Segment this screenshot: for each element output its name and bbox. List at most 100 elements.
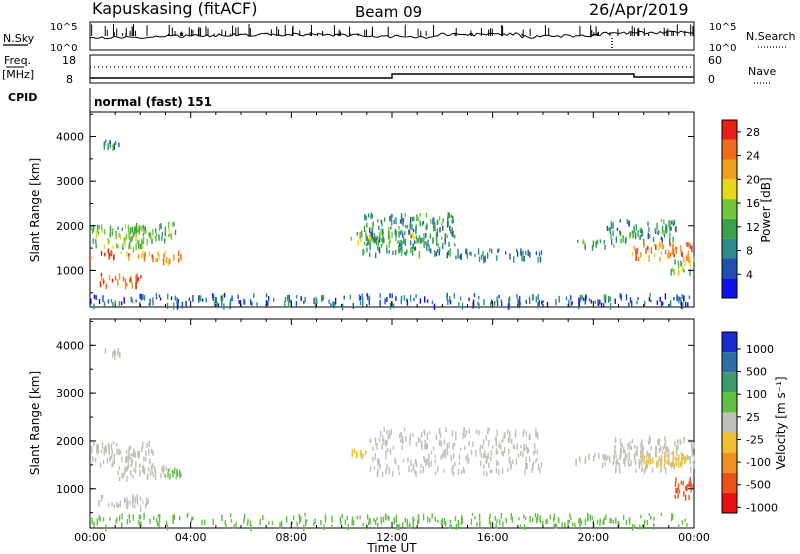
velocity-cell: [511, 516, 513, 523]
velocity-cell: [164, 473, 166, 478]
power-cell: [581, 294, 583, 300]
power-cell: [669, 224, 671, 232]
velocity-cell: [465, 430, 468, 435]
velocity-cell: [126, 475, 128, 482]
power-cell: [162, 258, 165, 266]
colorbar-tick-label: 500: [746, 366, 767, 379]
power-cell: [494, 301, 496, 306]
power-cell: [682, 302, 684, 309]
velocity-cell: [91, 517, 93, 525]
velocity-cell: [169, 473, 171, 480]
power-cell: [442, 242, 444, 250]
velocity-cell: [531, 517, 534, 523]
power-cell: [681, 266, 684, 272]
velocity-cell: [492, 445, 494, 449]
power-cell: [152, 297, 154, 302]
power-cell: [373, 232, 375, 239]
velocity-cell: [168, 468, 170, 472]
power-cell: [164, 250, 166, 256]
power-cell: [139, 225, 141, 231]
velocity-cell: [142, 500, 144, 504]
power-cell: [498, 295, 500, 299]
velocity-cell: [362, 454, 365, 458]
velocity-region: [674, 476, 694, 501]
power-cell: [110, 299, 113, 303]
power-cell: [691, 245, 693, 253]
velocity-cell: [423, 429, 425, 434]
velocity-cell: [107, 442, 110, 448]
velocity-cell: [671, 513, 673, 518]
power-cell: [582, 241, 584, 244]
power-cell: [124, 241, 126, 247]
power-cell: [411, 224, 413, 231]
power-cell: [477, 301, 479, 306]
velocity-cell: [649, 436, 651, 444]
power-cell: [671, 250, 673, 255]
power-cell: [395, 296, 397, 301]
power-cell: [591, 245, 594, 251]
power-cell: [676, 297, 678, 302]
velocity-cell: [268, 521, 270, 525]
velocity-cell: [131, 459, 134, 465]
power-cell: [136, 273, 138, 278]
velocity-cell: [125, 467, 127, 471]
power-cell: [546, 301, 549, 308]
power-colorbar-label: Power [dB]: [759, 177, 773, 242]
power-cell: [371, 214, 374, 219]
velocity-cell: [503, 447, 506, 453]
velocity-cell: [494, 516, 496, 521]
power-cell: [538, 251, 541, 257]
power-cell: [267, 300, 269, 306]
power-cell: [398, 231, 400, 238]
velocity-cell: [497, 461, 499, 466]
velocity-cell: [463, 427, 466, 433]
velocity-cell: [130, 457, 132, 463]
velocity-cell: [479, 447, 481, 454]
power-cell: [362, 249, 364, 256]
power-cell: [381, 222, 383, 227]
colorbar-tick-label: 24: [746, 150, 760, 163]
power-cell: [388, 250, 390, 254]
velocity-cell: [102, 495, 104, 499]
velocity-cell: [620, 442, 622, 447]
velocity-cell: [107, 503, 110, 507]
power-cell: [578, 303, 580, 310]
power-cell: [155, 237, 157, 242]
power-cell: [675, 226, 677, 233]
velocity-cell: [138, 519, 140, 525]
power-cell: [135, 235, 137, 242]
velocity-cell: [99, 462, 102, 469]
velocity-cell: [640, 452, 642, 458]
colorbar-tick-label: 8: [746, 245, 753, 258]
velocity-cell: [617, 458, 619, 465]
velocity-cell: [690, 488, 692, 493]
power-cell: [668, 223, 670, 228]
velocity-cell: [111, 454, 113, 459]
power-cell: [132, 231, 134, 238]
power-cell: [449, 225, 451, 231]
velocity-cell: [517, 453, 520, 458]
power-cell: [508, 297, 510, 303]
colorbar-swatch: [722, 238, 737, 259]
power-cell: [378, 238, 380, 243]
power-cell: [635, 254, 637, 261]
power-cell: [135, 232, 137, 236]
velocity-cell: [385, 440, 387, 447]
power-cell: [223, 303, 225, 310]
power-cell: [685, 301, 687, 308]
velocity-cell: [121, 472, 123, 479]
colorbar-tick-label: -500: [746, 479, 771, 492]
power-cell: [662, 244, 665, 250]
y-tick-label: 1000: [56, 264, 84, 277]
velocity-cell: [148, 466, 150, 472]
power-cell: [117, 279, 119, 286]
velocity-cell: [128, 449, 130, 456]
power-cell: [681, 294, 683, 300]
velocity-cell: [666, 449, 668, 454]
velocity-cell: [351, 519, 353, 526]
velocity-cell: [161, 467, 163, 472]
velocity-cell: [513, 445, 516, 449]
power-cell: [588, 298, 591, 302]
velocity-cell: [158, 515, 161, 522]
velocity-cell: [483, 452, 485, 457]
